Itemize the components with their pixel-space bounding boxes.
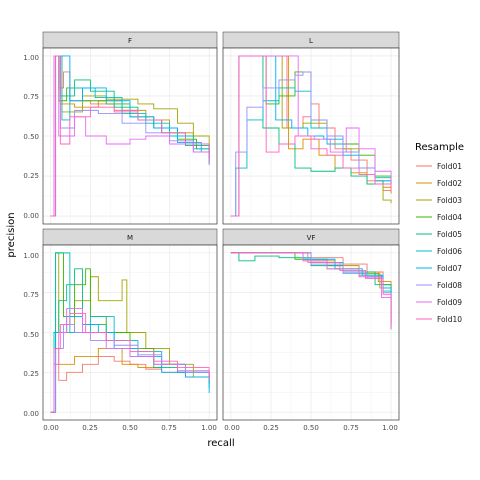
legend-item: Fold06 <box>416 247 462 256</box>
y-tick-label: 1.00 <box>23 54 39 62</box>
legend-label: Fold01 <box>437 162 462 171</box>
legend-label: Fold07 <box>437 264 462 273</box>
y-tick-label: 0.75 <box>23 291 39 299</box>
x-tick-label: 0.75 <box>161 424 177 432</box>
legend-label: Fold02 <box>437 179 462 188</box>
legend-label: Fold08 <box>437 281 462 290</box>
legend-items: Fold01 Fold02 Fold03 Fold04 Fold05 Fold06 Fold… <box>416 162 462 324</box>
panels-layer <box>42 47 400 421</box>
x-tick-label: 0.00 <box>224 424 240 432</box>
legend-label: Fold03 <box>437 196 462 205</box>
y-tick-label: 0.00 <box>23 410 39 418</box>
legend-item: Fold04 <box>416 213 462 222</box>
series-line-fold10 <box>230 55 392 217</box>
legend-item: Fold09 <box>416 298 462 307</box>
legend-item: Fold08 <box>416 281 462 290</box>
x-axis-title: recall <box>207 438 234 449</box>
y-tick-label: 0.50 <box>23 331 39 339</box>
y-tick-label: 0.25 <box>23 370 39 378</box>
series-line-fold10 <box>50 312 210 413</box>
x-tick-label: 0.25 <box>82 424 98 432</box>
panel-border <box>222 47 400 225</box>
x-tick-labels-left: 0.00 0.25 0.50 0.75 1.00 <box>43 424 217 432</box>
panel-l <box>222 47 400 225</box>
panel-vf <box>222 244 400 421</box>
strip-l-label: L <box>309 37 313 45</box>
panel-border <box>42 47 218 225</box>
legend-item: Fold10 <box>416 315 462 324</box>
series-line-fold10 <box>230 252 392 328</box>
x-tick-label: 0.50 <box>303 424 319 432</box>
legend-label: Fold05 <box>437 230 462 239</box>
series-line-fold07 <box>50 55 210 217</box>
x-tick-label: 1.00 <box>201 424 217 432</box>
series-line-fold09 <box>230 55 392 217</box>
legend-label: Fold04 <box>437 213 462 222</box>
y-axis-title: precision <box>6 212 17 257</box>
legend-item: Fold07 <box>416 264 462 273</box>
legend-item: Fold01 <box>416 162 462 171</box>
y-tick-label: 1.00 <box>23 252 39 260</box>
y-tick-labels-top: 0.00 0.25 0.50 0.75 1.00 <box>23 54 39 220</box>
legend-label: Fold09 <box>437 298 462 307</box>
panel-border <box>42 244 218 421</box>
legend-title: Resample <box>415 142 464 153</box>
x-tick-labels-right: 0.00 0.25 0.50 0.75 1.00 <box>224 424 398 432</box>
x-tick-label: 1.00 <box>382 424 398 432</box>
legend: Resample Fold01Fold02Fold03Fold04Fold05F… <box>415 142 464 324</box>
legend-label: Fold10 <box>437 315 462 324</box>
x-tick-label: 0.50 <box>122 424 138 432</box>
x-tick-label: 0.00 <box>43 424 59 432</box>
panel-border <box>222 244 400 421</box>
series-line-fold10 <box>50 55 210 217</box>
y-tick-label: 0.25 <box>23 172 39 180</box>
x-tick-label: 0.25 <box>263 424 279 432</box>
strip-m-label: M <box>127 234 133 242</box>
strip-vf-label: VF <box>307 234 316 242</box>
y-tick-label: 0.75 <box>23 93 39 101</box>
legend-item: Fold03 <box>416 196 462 205</box>
legend-label: Fold06 <box>437 247 462 256</box>
legend-item: Fold05 <box>416 230 462 239</box>
x-tick-label: 0.75 <box>343 424 359 432</box>
strip-f-label: F <box>128 37 132 45</box>
panel-f <box>42 47 218 225</box>
y-tick-label: 0.00 <box>23 212 39 220</box>
panel-m <box>42 244 218 421</box>
y-tick-labels-bottom: 0.00 0.25 0.50 0.75 1.00 <box>23 252 39 418</box>
legend-item: Fold02 <box>416 179 462 188</box>
y-tick-label: 0.50 <box>23 133 39 141</box>
